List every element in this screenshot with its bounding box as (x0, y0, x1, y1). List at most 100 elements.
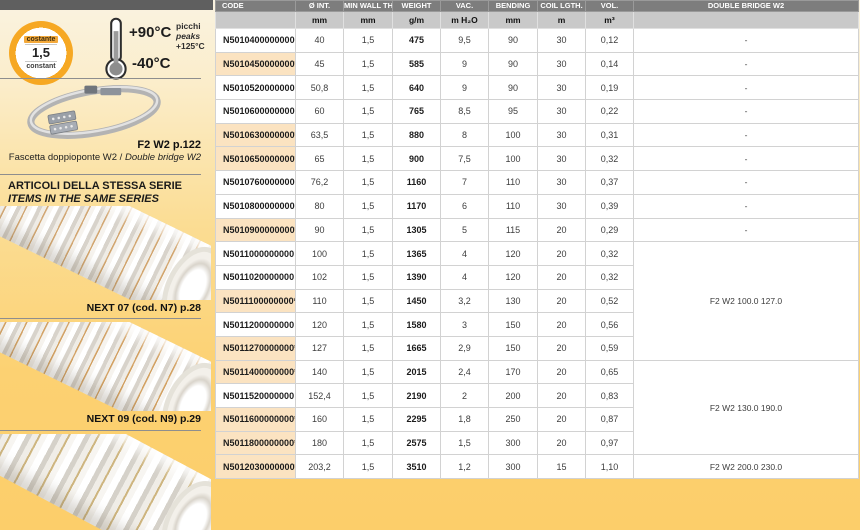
table-row: N5011600000000* 160 1,5 2295 1,8 250 20 0,87 (215, 407, 859, 432)
cell-value: 2575 (392, 430, 441, 456)
cell-value: 110 (295, 288, 344, 314)
table-row: N5010450000000* 45 1,5 585 9 90 30 0,14- (215, 51, 859, 77)
table-row: N5011800000000* 180 1,5 2575 1,5 300 20 0,97 (215, 430, 859, 456)
clamp-caption-en: Double bridge W2 (124, 152, 201, 163)
cell-code: N5010650000000* (215, 146, 296, 172)
column-header: CODE (215, 0, 296, 12)
column-unit: m H₂O (440, 11, 489, 29)
cell-value: 20 (537, 264, 586, 290)
cell-value: 60 (295, 99, 344, 124)
clamp-caption-sep: / (117, 152, 125, 163)
cell-value: 0,59 (585, 335, 634, 361)
cell-value: 203,2 (295, 454, 344, 480)
related-item-next09: NEXT 09 (cod. N9) p.29 (86, 413, 201, 425)
cell-value: 100 (488, 122, 538, 148)
cell-value: 110 (488, 170, 538, 195)
cell-value: 90 (295, 217, 344, 243)
spec-table: CODE Ø INT. MIN WALL TH. WEIGHT VAC. BENDING C… (215, 0, 859, 480)
same-series-title-en: ITEMS IN THE SAME SERIES (8, 193, 159, 205)
cell-value: 1,5 (343, 99, 393, 124)
cell-double-bridge: - (633, 146, 859, 172)
sidebar: costante 1,5 constant +90°C -40°C picchi… (0, 0, 215, 530)
cell-value: 640 (392, 75, 441, 101)
cell-value: 0,83 (585, 383, 634, 408)
hose-photo-next09 (0, 322, 211, 411)
peaks-label-en: peaks (176, 31, 201, 41)
related-item-next07: NEXT 07 (cod. N7) p.28 (86, 302, 201, 314)
cell-value: 160 (295, 407, 344, 432)
cell-value: 140 (295, 359, 344, 385)
cell-value: 20 (537, 241, 586, 266)
column-unit: mm (488, 11, 538, 29)
cell-value: 0,52 (585, 288, 634, 314)
table-row: N5010650000000* 65 1,5 900 7,5 100 30 0,32- (215, 146, 859, 172)
cell-value: 6 (440, 193, 489, 219)
table-head: CODE Ø INT. MIN WALL TH. WEIGHT VAC. BENDING C… (215, 0, 859, 29)
cell-value: 1,5 (343, 241, 393, 266)
cell-value: 1,5 (343, 264, 393, 290)
cell-value: 0,87 (585, 407, 634, 432)
cell-value: 63,5 (295, 122, 344, 148)
peak-value: +125°C (176, 41, 205, 51)
temperature-peaks: picchi peaks +125°C (176, 21, 205, 51)
cell-value: 30 (537, 193, 586, 219)
cell-value: 20 (537, 407, 586, 432)
cell-code: N5011600000000* (215, 407, 296, 432)
cell-value: 0,31 (585, 122, 634, 148)
cell-code: N5011000000000 (215, 241, 296, 266)
cell-value: 1390 (392, 264, 441, 290)
cell-value: 45 (295, 51, 344, 77)
cell-value: 4 (440, 264, 489, 290)
cell-double-bridge: - (633, 170, 859, 195)
cell-value: 120 (488, 241, 538, 266)
cell-value: 30 (537, 170, 586, 195)
cell-code: N5010400000000 (215, 28, 296, 53)
cell-value: 20 (537, 359, 586, 385)
table-row: N5011400000000* 140 1,5 2015 2,4 170 20 0,65 F2 … (215, 359, 859, 456)
clamp-page-ref: F2 W2 p.122 (137, 139, 201, 151)
column-unit: mm (295, 11, 344, 29)
table-body: N5010400000000 40 1,5 475 9,5 90 30 0,12- N50104… (215, 28, 859, 480)
cell-value: 1,5 (343, 51, 393, 77)
table-row: N5011200000000 120 1,5 1580 3 150 20 0,56 (215, 312, 859, 337)
column-unit: m (537, 11, 586, 29)
cell-value: 3 (440, 312, 489, 337)
cell-value: 170 (488, 359, 538, 385)
cell-value: 0,65 (585, 359, 634, 385)
cell-code: N5011400000000* (215, 359, 296, 385)
hose-photo-next07 (0, 206, 211, 300)
cell-value: 8 (440, 122, 489, 148)
cell-value: 1,2 (440, 454, 489, 480)
cell-value: 30 (537, 122, 586, 148)
cell-value: 20 (537, 430, 586, 456)
cell-value: 1,5 (343, 122, 393, 148)
cell-value: 15 (537, 454, 586, 480)
column-unit (633, 11, 859, 29)
cell-value: 1,5 (343, 430, 393, 456)
column-header: DOUBLE BRIDGE W2 (633, 0, 859, 12)
cell-value: 152,4 (295, 383, 344, 408)
cell-value: 2015 (392, 359, 441, 385)
cell-double-bridge: - (633, 75, 859, 101)
cell-value: 4 (440, 241, 489, 266)
cell-value: 127 (295, 335, 344, 361)
cell-double-bridge: - (633, 99, 859, 124)
cell-value: 0,97 (585, 430, 634, 456)
table-row: N5010600000000 60 1,5 765 8,5 95 30 0,22- (215, 99, 859, 124)
column-unit (215, 11, 296, 29)
cell-value: 300 (488, 454, 538, 480)
table-row: N5010630000000* 63,5 1,5 880 8 100 30 0,31- (215, 122, 859, 148)
cell-value: 5 (440, 217, 489, 243)
temperature-max: +90°C (129, 24, 172, 41)
divider (0, 78, 201, 79)
cell-value: 1,5 (343, 312, 393, 337)
cell-value: 0,39 (585, 193, 634, 219)
cell-double-bridge: F2 W2 100.0 127.0 (633, 241, 859, 361)
cell-value: 120 (295, 312, 344, 337)
hose-photo-bottom (0, 434, 211, 530)
column-header: VAC. (440, 0, 489, 12)
clamp-image (27, 85, 161, 139)
cell-code: N5011020000000 (215, 264, 296, 290)
badge-label-en: constant (26, 63, 56, 70)
cell-value: 2,9 (440, 335, 489, 361)
